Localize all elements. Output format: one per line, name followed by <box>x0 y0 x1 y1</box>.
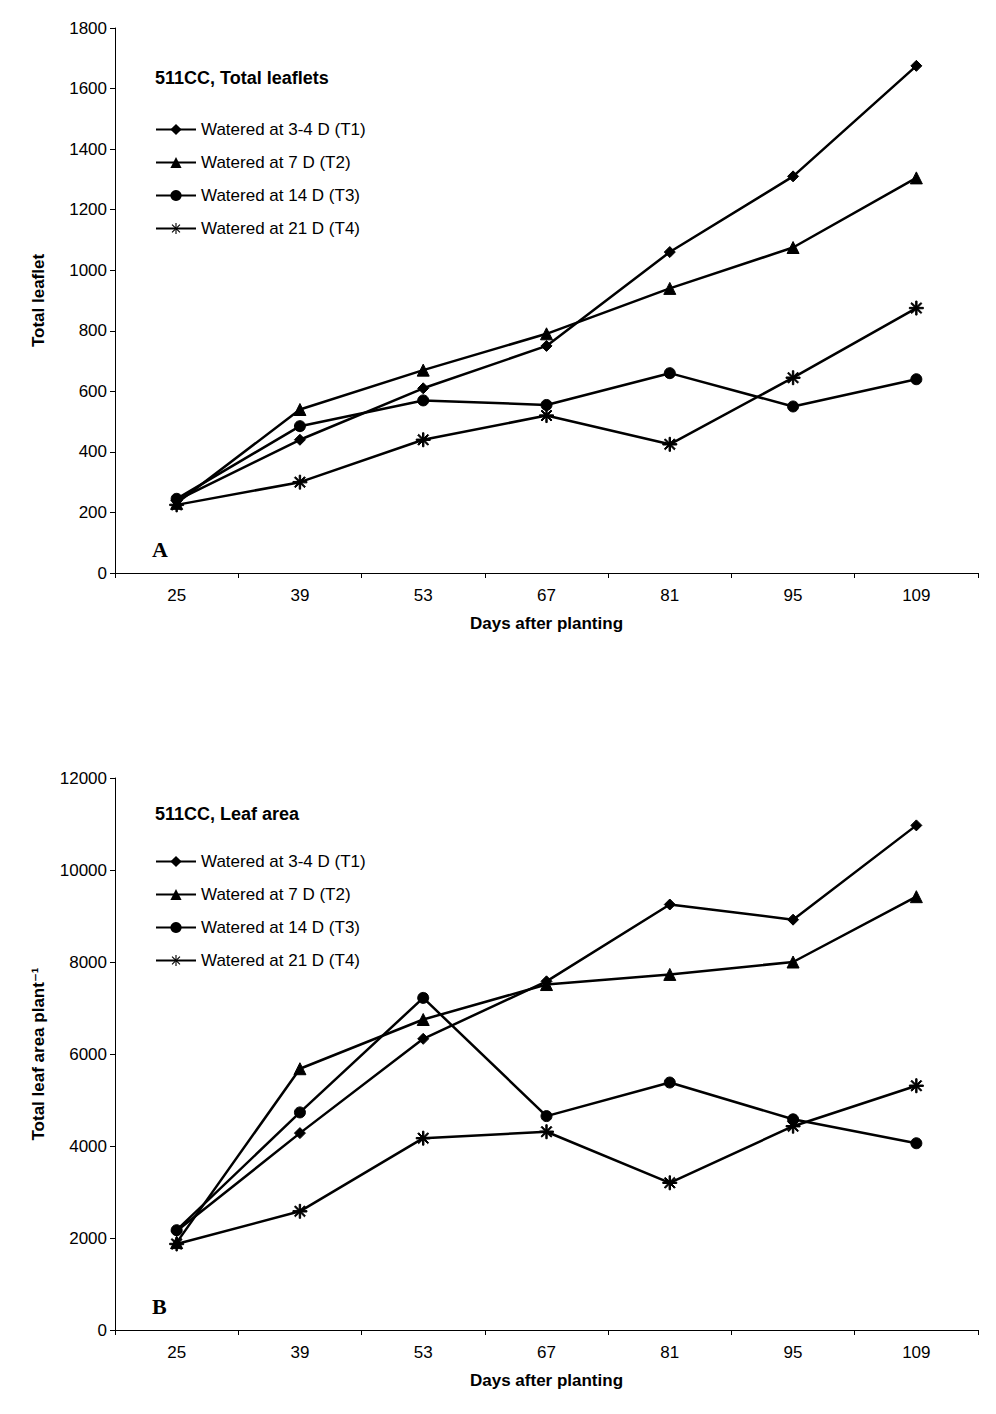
svg-text:Total leaflet: Total leaflet <box>29 254 48 348</box>
svg-text:1400: 1400 <box>69 140 107 159</box>
svg-text:200: 200 <box>79 503 107 522</box>
svg-text:1000: 1000 <box>69 261 107 280</box>
svg-text:8000: 8000 <box>69 953 107 972</box>
svg-text:12000: 12000 <box>60 769 107 788</box>
svg-text:53: 53 <box>414 586 433 605</box>
svg-text:4000: 4000 <box>69 1137 107 1156</box>
svg-text:800: 800 <box>79 321 107 340</box>
svg-text:0: 0 <box>98 1321 107 1340</box>
svg-text:39: 39 <box>290 586 309 605</box>
svg-text:6000: 6000 <box>69 1045 107 1064</box>
svg-text:Watered at 21 D (T4): Watered at 21 D (T4) <box>201 219 360 238</box>
svg-text:0: 0 <box>98 564 107 583</box>
svg-text:109: 109 <box>902 586 930 605</box>
svg-text:81: 81 <box>660 586 679 605</box>
svg-text:Watered at 3-4 D (T1): Watered at 3-4 D (T1) <box>201 120 366 139</box>
svg-text:B: B <box>152 1294 167 1319</box>
svg-text:Watered at 7 D (T2): Watered at 7 D (T2) <box>201 153 351 172</box>
svg-text:95: 95 <box>784 586 803 605</box>
svg-text:95: 95 <box>784 1343 803 1362</box>
svg-text:39: 39 <box>290 1343 309 1362</box>
svg-text:67: 67 <box>537 586 556 605</box>
svg-text:1600: 1600 <box>69 79 107 98</box>
svg-text:600: 600 <box>79 382 107 401</box>
svg-text:53: 53 <box>414 1343 433 1362</box>
svg-text:511CC, Leaf area: 511CC, Leaf area <box>155 804 300 824</box>
svg-text:1200: 1200 <box>69 200 107 219</box>
svg-text:A: A <box>152 537 168 562</box>
svg-text:Watered at 7 D (T2): Watered at 7 D (T2) <box>201 885 351 904</box>
svg-text:1800: 1800 <box>69 19 107 38</box>
svg-text:2000: 2000 <box>69 1229 107 1248</box>
svg-text:10000: 10000 <box>60 861 107 880</box>
svg-text:511CC, Total leaflets: 511CC, Total leaflets <box>155 68 329 88</box>
svg-text:Watered at 3-4 D (T1): Watered at 3-4 D (T1) <box>201 852 366 871</box>
svg-text:67: 67 <box>537 1343 556 1362</box>
svg-text:81: 81 <box>660 1343 679 1362</box>
svg-text:400: 400 <box>79 442 107 461</box>
svg-text:Days after planting: Days after planting <box>470 614 623 633</box>
svg-text:25: 25 <box>167 1343 186 1362</box>
svg-text:Watered at 14 D (T3): Watered at 14 D (T3) <box>201 918 360 937</box>
svg-text:109: 109 <box>902 1343 930 1362</box>
svg-text:Total leaf area plant⁻¹: Total leaf area plant⁻¹ <box>29 967 48 1140</box>
svg-text:Watered at 21 D (T4): Watered at 21 D (T4) <box>201 951 360 970</box>
svg-text:25: 25 <box>167 586 186 605</box>
svg-text:Watered at 14 D (T3): Watered at 14 D (T3) <box>201 186 360 205</box>
svg-text:Days after planting: Days after planting <box>470 1371 623 1390</box>
